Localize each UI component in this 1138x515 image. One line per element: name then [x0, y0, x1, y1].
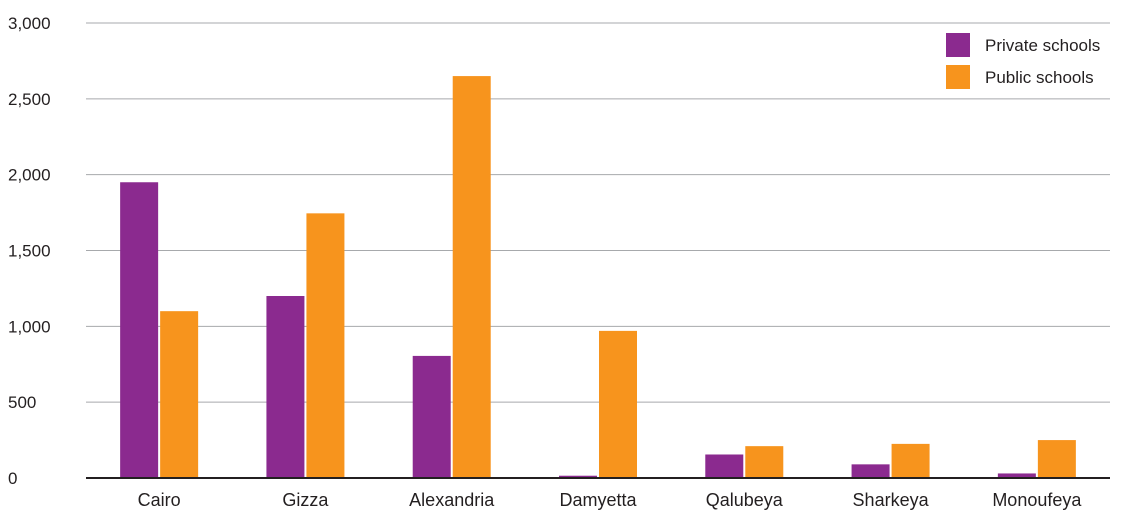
- legend-label-public: Public schools: [985, 68, 1094, 87]
- bar-public-gizza: [306, 213, 345, 478]
- bar-public-cairo: [160, 311, 199, 478]
- y-axis-tick-labels: 0 500 1,000 1,500 2,000 2,500 3,000: [8, 14, 51, 488]
- y-tick-label: 2,000: [8, 166, 51, 185]
- bar-public-damyetta: [599, 330, 637, 478]
- y-tick-label: 1,500: [8, 242, 51, 261]
- y-tick-label: 3,000: [8, 14, 51, 33]
- bar-public-qalubeya: [745, 446, 784, 478]
- bar-private-gizza: [266, 296, 305, 478]
- y-tick-label: 2,500: [8, 90, 51, 109]
- bar-private-damyetta: [559, 475, 597, 478]
- y-tick-label: 1,000: [8, 317, 51, 336]
- x-category-label: Cairo: [138, 490, 181, 510]
- y-tick-label: 500: [8, 393, 36, 412]
- x-category-label: Sharkeya: [853, 490, 930, 510]
- x-category-label: Alexandria: [409, 490, 495, 510]
- bar-private-qalubeya: [705, 454, 744, 478]
- bar-private-sharkeya: [851, 464, 890, 478]
- bar-public-alexandria: [452, 76, 491, 478]
- bar-private-alexandria: [412, 355, 451, 478]
- bar-public-sharkeya: [891, 443, 930, 478]
- x-category-label: Monoufeya: [992, 490, 1082, 510]
- x-axis-category-labels: Cairo Gizza Alexandria Damyetta Qalubeya Shar…: [138, 490, 1083, 510]
- bar-private-monoufeya: [997, 473, 1036, 478]
- legend-swatch-private: [946, 33, 970, 57]
- gridlines: [86, 22, 1110, 403]
- bar-public-monoufeya: [1037, 440, 1076, 478]
- bar-private-cairo: [120, 182, 159, 478]
- x-category-label: Qalubeya: [706, 490, 784, 510]
- bars: [120, 76, 1076, 478]
- legend: Private schools Public schools: [946, 33, 1100, 89]
- x-category-label: Damyetta: [559, 490, 637, 510]
- x-category-label: Gizza: [282, 490, 329, 510]
- y-tick-label: 0: [8, 469, 17, 488]
- legend-swatch-public: [946, 65, 970, 89]
- legend-label-private: Private schools: [985, 36, 1100, 55]
